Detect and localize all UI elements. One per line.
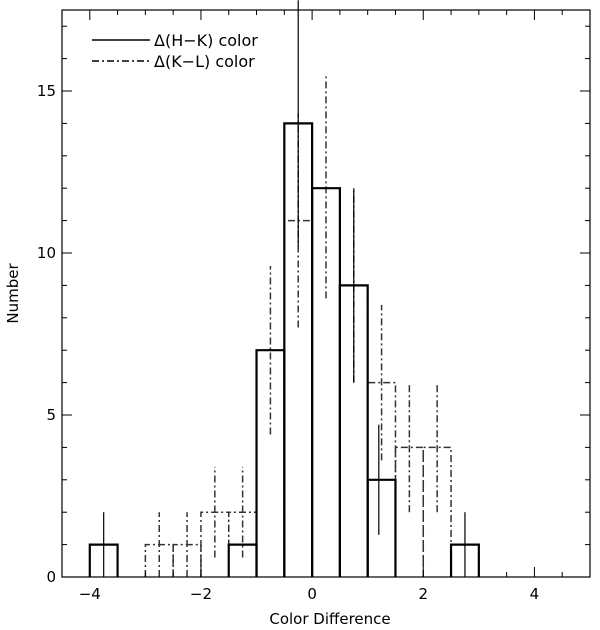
histogram-bin-hk-13: [449, 543, 480, 577]
legend: Δ(H−K) color Δ(K−L) color: [92, 31, 258, 71]
x-tick-label: 4: [530, 585, 540, 603]
histogram-bin-hk-10: [366, 478, 397, 577]
y-tick-label: 15: [37, 82, 56, 100]
x-tick-label: −2: [190, 585, 212, 603]
histogram-bin-hk-5: [227, 543, 258, 577]
y-axis-label: Number: [4, 263, 22, 324]
x-tick-label: 2: [418, 585, 428, 603]
histogram-bin-hk-9: [338, 284, 369, 577]
histogram-bin-hk-0: [88, 543, 119, 577]
legend-label-hk: Δ(H−K) color: [154, 31, 258, 50]
x-tick-label: −4: [79, 585, 101, 603]
y-tick-label: 0: [46, 568, 56, 586]
tick-labels: −4 −2 0 2 4 0 5 10 15: [37, 82, 539, 603]
x-axis-label: Color Difference: [269, 610, 390, 628]
axis-ticks: [62, 10, 590, 578]
x-tick-label: 0: [307, 585, 317, 603]
histogram-bin-kl-5: [283, 219, 313, 577]
y-tick-label: 10: [37, 244, 56, 262]
y-tick-label: 5: [46, 406, 56, 424]
histogram-bin-kl-10: [422, 446, 452, 577]
axes-box: [61, 9, 591, 578]
legend-label-kl: Δ(K−L) color: [154, 52, 255, 71]
plot-area: [88, 0, 480, 577]
plot-frame: [61, 9, 591, 578]
